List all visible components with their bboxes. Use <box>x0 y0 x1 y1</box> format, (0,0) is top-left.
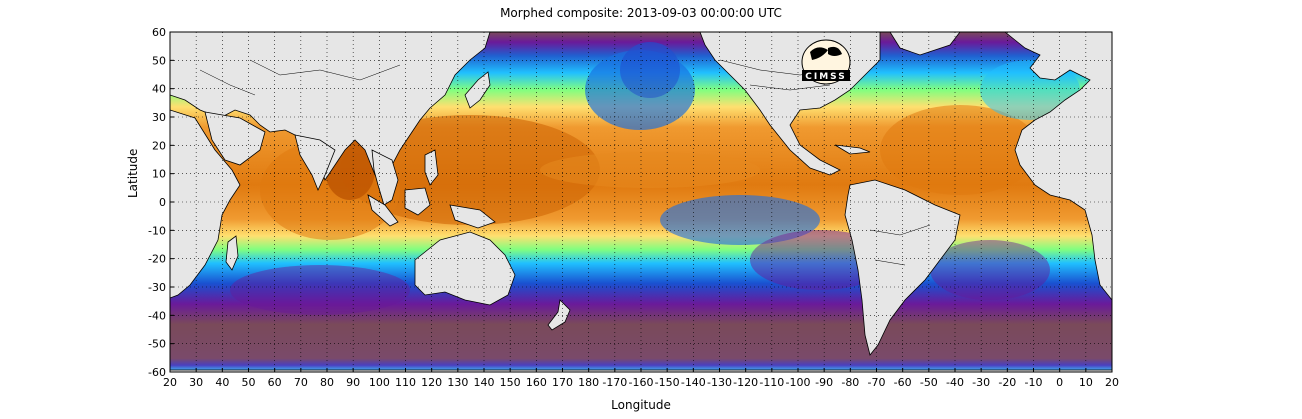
x-axis-label: Longitude <box>611 398 671 412</box>
x-tick-label: 120 <box>421 376 442 389</box>
x-tick-label: 30 <box>189 376 203 389</box>
x-tick-label: -170 <box>602 376 627 389</box>
x-tick-label: -20 <box>998 376 1016 389</box>
x-tick-label: -10 <box>1025 376 1043 389</box>
indian-subcontinent <box>294 134 336 192</box>
x-tick-label: -80 <box>841 376 859 389</box>
atlantic-moist-region <box>880 105 1040 195</box>
sumatra <box>367 194 399 227</box>
x-tick-label: 70 <box>294 376 308 389</box>
x-tick-label: 160 <box>526 376 547 389</box>
land-masses <box>170 32 1112 372</box>
philippines <box>424 149 439 186</box>
x-tick-label: -50 <box>920 376 938 389</box>
x-tick-label: -120 <box>733 376 758 389</box>
x-tick-label: -130 <box>707 376 732 389</box>
y-tick-label: -60 <box>148 366 166 379</box>
x-tick-label: -160 <box>629 376 654 389</box>
y-tick-label: -30 <box>148 281 166 294</box>
cimss-logo-text: CIMSS <box>805 72 846 82</box>
arabian-peninsula <box>204 111 266 166</box>
x-tick-label: 20 <box>1105 376 1119 389</box>
x-tick-label: -100 <box>786 376 811 389</box>
greenland-arctic <box>889 32 961 56</box>
x-tick-label: 170 <box>552 376 573 389</box>
x-tick-label: -110 <box>759 376 784 389</box>
borneo <box>404 187 431 216</box>
x-tick-label: -30 <box>972 376 990 389</box>
south-america-landmass <box>844 179 961 356</box>
x-tick-label: 180 <box>578 376 599 389</box>
cuba-caribbean <box>834 144 871 155</box>
x-tick-label: 90 <box>346 376 360 389</box>
y-tick-label: 30 <box>152 111 166 124</box>
cimss-logo: CIMSS <box>801 39 851 85</box>
x-tick-label: 20 <box>163 376 177 389</box>
y-tick-label: 10 <box>152 168 166 181</box>
x-tick-label: 150 <box>500 376 521 389</box>
x-tick-label: 60 <box>268 376 282 389</box>
y-tick-label: 50 <box>152 54 166 67</box>
x-tick-label: 140 <box>474 376 495 389</box>
east-pacific-dry-region <box>660 195 820 245</box>
x-tick-label: 100 <box>369 376 390 389</box>
x-tick-label: 130 <box>447 376 468 389</box>
y-tick-label: 0 <box>159 196 166 209</box>
x-axis-ticks: 20 30 40 50 60 70 80 90 100 110 120 130 140 150 160 170… <box>163 368 1119 389</box>
north-pacific-dry-core <box>620 42 680 98</box>
south-atlantic-dry-region <box>930 240 1050 300</box>
y-tick-label: 20 <box>152 139 166 152</box>
y-tick-label: -20 <box>148 253 166 266</box>
x-tick-label: 80 <box>320 376 334 389</box>
x-tick-label: -90 <box>815 376 833 389</box>
x-tick-label: 50 <box>242 376 256 389</box>
x-tick-label: -40 <box>946 376 964 389</box>
west-africa-europe <box>1004 32 1112 301</box>
africa-landmass <box>170 109 241 299</box>
country-borders <box>199 59 931 266</box>
map-title: Morphed composite: 2013-09-03 00:00:00 U… <box>500 6 782 20</box>
x-tick-label: 0 <box>1056 376 1063 389</box>
x-tick-label: 110 <box>395 376 416 389</box>
mid-pacific-moist-band <box>540 152 760 188</box>
eurasia-landmass <box>170 32 491 181</box>
southeast-asia-peninsula <box>371 149 399 206</box>
x-tick-label: -70 <box>868 376 886 389</box>
x-tick-label: 40 <box>215 376 229 389</box>
moisture-patterns <box>230 42 1080 315</box>
x-tick-label: 10 <box>1079 376 1093 389</box>
y-axis-ticks: 60 50 40 30 20 10 0 -10 -20 -30 -40 -50 -60 <box>148 26 174 379</box>
x-tick-label: -150 <box>655 376 680 389</box>
y-tick-label: -40 <box>148 309 166 322</box>
x-tick-label: -140 <box>681 376 706 389</box>
new-zealand <box>547 299 571 331</box>
plot-area <box>170 32 1112 372</box>
lat-lon-grid <box>170 32 1112 372</box>
y-tick-label: -10 <box>148 224 166 237</box>
y-tick-label: -50 <box>148 338 166 351</box>
x-tick-label: -60 <box>894 376 912 389</box>
y-tick-label: 60 <box>152 26 166 39</box>
new-guinea <box>449 204 496 229</box>
y-tick-label: 40 <box>152 83 166 96</box>
southern-indian-dry-region <box>230 265 410 315</box>
